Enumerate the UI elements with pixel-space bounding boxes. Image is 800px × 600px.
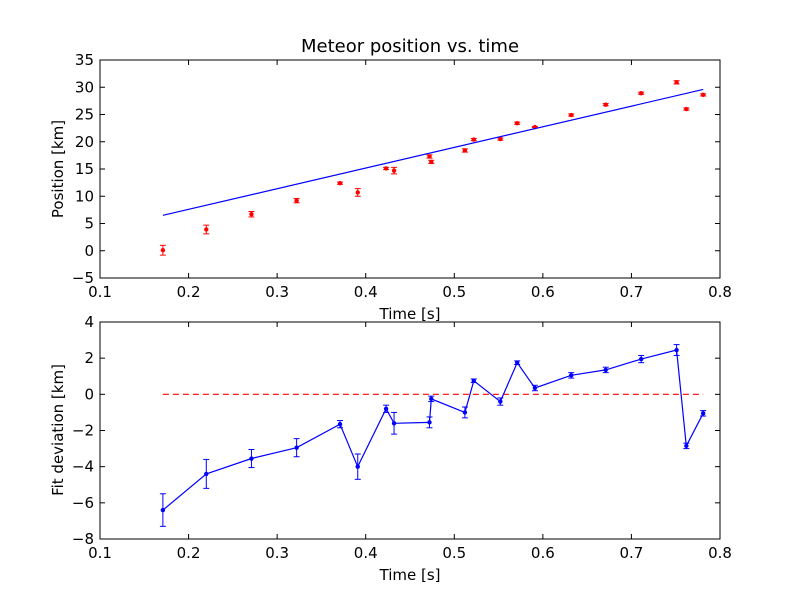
x-tick-label: 0.3	[265, 544, 289, 562]
x-tick-label: 0.4	[354, 544, 378, 562]
data-point	[532, 385, 538, 391]
data-point	[700, 411, 706, 416]
x-tick-label: 0.2	[177, 283, 201, 301]
y-tick-label: 20	[75, 133, 94, 151]
x-tick-label: 0.1	[88, 544, 112, 562]
y-tick-label: 2	[84, 349, 94, 367]
x-tick-label: 0.7	[619, 544, 643, 562]
data-point	[569, 373, 574, 378]
position-plot-area: 0.1 0.2 0.3 0.4 0.5 0.6 0.7 0.8 −5 0 5 10 15 20 25 30 35	[72, 51, 732, 301]
data-point	[471, 137, 476, 142]
data-point	[498, 136, 503, 142]
data-point	[294, 445, 299, 450]
fit-line	[162, 88, 704, 216]
data-point	[429, 396, 434, 402]
data-point	[391, 168, 397, 173]
data-point	[204, 227, 209, 232]
y-tick-label: 25	[75, 106, 94, 124]
y-tick-label: −6	[72, 494, 94, 512]
data-point	[471, 378, 476, 383]
x-tick-label: 0.4	[354, 283, 378, 301]
x-tick-label: 0.6	[531, 544, 555, 562]
data-point	[462, 148, 468, 153]
data-point	[514, 360, 520, 365]
deviation-axes: 0.1 0.2 0.3 0.4 0.5 0.6 0.7 0.8 −8 −6 −4 −2 0 2 4 Time…	[49, 313, 732, 584]
data-point	[160, 507, 166, 513]
x-tick-label: 0.1	[88, 283, 112, 301]
x-tick-label: 0.6	[531, 283, 555, 301]
y-tick-label: −8	[72, 530, 94, 548]
deviation-plot-area: 0.1 0.2 0.3 0.4 0.5 0.6 0.7 0.8 −8 −6 −4 −2 0 2 4	[72, 313, 732, 562]
data-point	[462, 410, 468, 415]
y-tick-label: 0	[84, 385, 94, 403]
data-point	[638, 356, 644, 362]
data-point	[603, 367, 608, 373]
data-point	[249, 456, 254, 461]
x-axis-label: Time [s]	[379, 566, 441, 584]
data-point	[355, 190, 360, 195]
data-point	[569, 112, 574, 118]
x-tick-label: 0.8	[708, 283, 732, 301]
data-point	[337, 421, 343, 427]
deviation-line	[162, 349, 704, 511]
y-tick-label: 30	[75, 78, 94, 96]
y-tick-label: −4	[72, 458, 94, 476]
data-point	[674, 347, 679, 353]
position-axes: Meteor position vs. time 0.1 0.2 0.3 0.4 0.5…	[49, 36, 732, 323]
y-tick-label: 0	[84, 242, 94, 260]
y-tick-label: −5	[72, 269, 94, 287]
data-point	[684, 106, 689, 112]
data-point	[160, 248, 166, 253]
y-axis-label: Position [km]	[49, 120, 67, 218]
axes-frame	[99, 321, 721, 540]
data-point	[429, 159, 434, 165]
y-tick-label: 35	[75, 51, 94, 69]
y-tick-label: 15	[75, 160, 94, 178]
data-point	[294, 198, 299, 203]
data-point	[427, 420, 432, 425]
data-point	[498, 399, 503, 404]
axes-frame	[99, 59, 721, 279]
y-tick-label: 10	[75, 187, 94, 205]
x-axis-label: Time [s]	[379, 305, 441, 323]
data-point	[391, 421, 397, 426]
data-point	[514, 121, 520, 126]
y-tick-label: 4	[84, 313, 94, 331]
data-point	[427, 154, 432, 159]
x-tick-label: 0.5	[442, 544, 466, 562]
data-point	[700, 92, 706, 98]
chart-title: Meteor position vs. time	[301, 36, 519, 57]
data-point	[383, 166, 389, 171]
data-point	[684, 443, 689, 449]
y-tick-label: −2	[72, 422, 94, 440]
data-point	[204, 471, 209, 477]
x-tick-label: 0.7	[619, 283, 643, 301]
x-tick-label: 0.2	[177, 544, 201, 562]
x-tick-label: 0.3	[265, 283, 289, 301]
data-point	[603, 102, 608, 107]
y-axis-label: Fit deviation [km]	[49, 364, 67, 496]
x-tick-label: 0.8	[708, 544, 732, 562]
data-point	[249, 212, 254, 217]
data-point	[355, 464, 360, 469]
x-tick-label: 0.5	[442, 283, 466, 301]
data-point	[383, 406, 389, 411]
data-point	[337, 180, 343, 186]
data-point	[674, 80, 679, 85]
data-point	[638, 91, 644, 96]
y-tick-label: 5	[84, 215, 94, 233]
